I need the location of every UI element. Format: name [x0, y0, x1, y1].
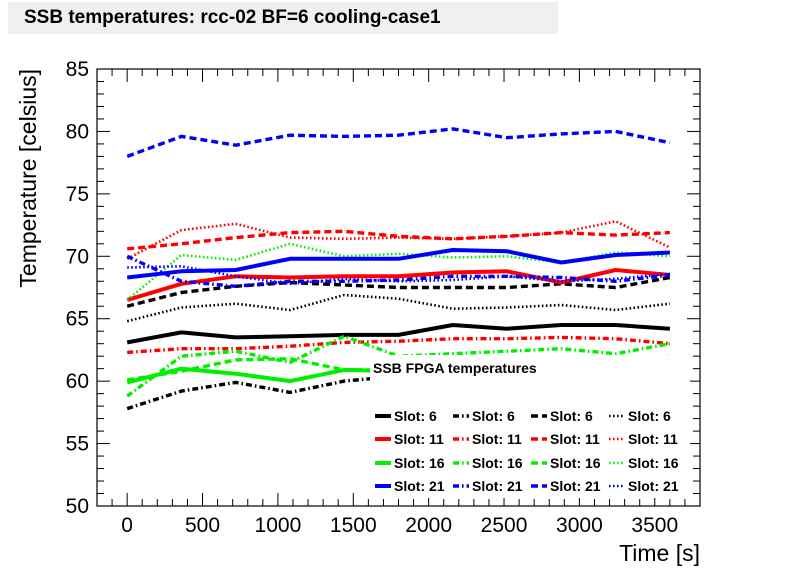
- series-line-6: [127, 335, 671, 355]
- y-tick-label: 60: [66, 370, 89, 393]
- legend-title: SSB FPGA temperatures: [373, 360, 537, 376]
- legend-label: Slot: 21: [472, 478, 523, 494]
- x-tick-label: 2500: [481, 514, 528, 537]
- x-tick-label: 3500: [631, 514, 678, 537]
- x-tick-label: 1500: [330, 514, 377, 537]
- legend-label: Slot: 11: [628, 431, 678, 447]
- legend-label: Slot: 11: [550, 431, 600, 447]
- y-tick-label: 50: [66, 495, 89, 518]
- chart-title: SSB temperatures: rcc-02 BF=6 cooling-ca…: [8, 2, 558, 34]
- legend-label: Slot: 11: [472, 431, 522, 447]
- legend-label: Slot: 21: [394, 478, 445, 494]
- x-tick-label: 0: [121, 514, 133, 537]
- legend-label: Slot: 21: [628, 478, 679, 494]
- legend-label: Slot: 16: [628, 455, 679, 471]
- series-line-16: [127, 264, 671, 286]
- series-line-8: [126, 220, 671, 260]
- legend-label: Slot: 6: [550, 408, 593, 424]
- legend-label: Slot: 16: [550, 455, 601, 471]
- y-tick-label: 80: [66, 120, 89, 143]
- legend-label: Slot: 6: [628, 408, 671, 424]
- x-axis-title: Time [s]: [619, 540, 700, 566]
- legend-label: Slot: 16: [394, 455, 445, 471]
- legend-label: Slot: 6: [472, 408, 515, 424]
- plot-frame: [96, 68, 701, 507]
- series-line-1: [126, 323, 671, 345]
- x-tick-label: 2000: [405, 514, 452, 537]
- series-line-3: [126, 275, 671, 308]
- y-tick-label: 75: [66, 183, 89, 206]
- legend: SSB FPGA temperatures Slot: 6 Slot: 6 Slot:…: [370, 355, 690, 498]
- series-line-15: [126, 127, 671, 158]
- y-tick-label: 55: [66, 433, 89, 456]
- y-tick-label: 70: [66, 245, 89, 268]
- y-tick-label: 85: [66, 58, 89, 81]
- legend-label: Slot: 21: [550, 478, 601, 494]
- series-line-13: [126, 248, 670, 280]
- legend-label: Slot: 16: [472, 455, 523, 471]
- series-line-4: [126, 293, 671, 323]
- legend-background: [370, 355, 690, 498]
- x-tick-label: 500: [185, 514, 220, 537]
- y-axis-title: Temperature [celsius]: [15, 69, 41, 288]
- x-tick-label: 1000: [255, 514, 302, 537]
- series-line-7: [127, 229, 670, 251]
- y-tick-label: 65: [66, 308, 89, 331]
- axis-ticks: [96, 68, 701, 507]
- legend-label: Slot: 6: [394, 408, 437, 424]
- x-tick-label: 3000: [556, 514, 603, 537]
- axis-labels: 0 500 1000 1500 2000 2500 3000 3500 50 55 60 65 70 75…: [66, 58, 678, 537]
- legend-label: Slot: 11: [394, 431, 444, 447]
